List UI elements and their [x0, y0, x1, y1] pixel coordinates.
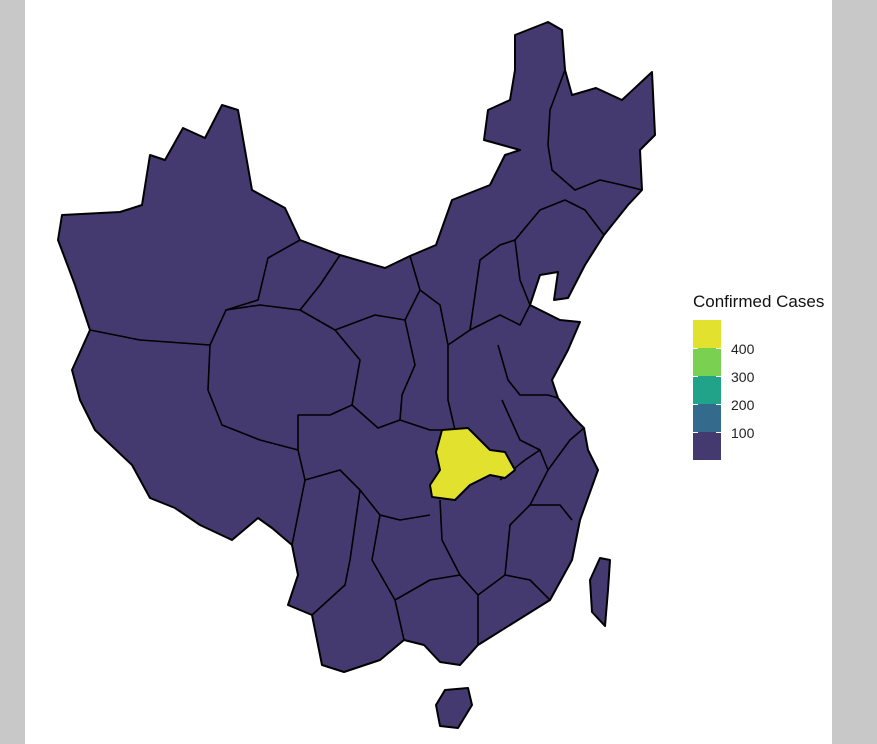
- legend-tick-400: 400: [731, 341, 755, 357]
- legend-swatch-high: [693, 320, 721, 348]
- legend-swatch-200: [693, 404, 721, 432]
- hainan-region: [435, 687, 473, 729]
- legend-tick-mark: [693, 348, 698, 349]
- legend-tick-mark: [716, 404, 721, 405]
- legend-tick-200: 200: [731, 397, 755, 413]
- legend-tick-mark: [693, 404, 698, 405]
- legend-swatch-low: [693, 432, 721, 460]
- taiwan-region: [589, 557, 611, 627]
- legend-swatch-300: [693, 376, 721, 404]
- legend-tick-mark: [716, 348, 721, 349]
- legend-colorbar: [693, 320, 721, 460]
- legend-tick-mark: [716, 376, 721, 377]
- legend-tick-mark: [716, 432, 721, 433]
- legend-title: Confirmed Cases: [693, 292, 825, 311]
- mainland-region: [57, 21, 656, 673]
- legend-tick-300: 300: [731, 369, 755, 385]
- hubei-region: [429, 427, 516, 501]
- legend-swatch-400: [693, 348, 721, 376]
- province-borders: [89, 69, 643, 645]
- legend-tick-mark: [693, 432, 698, 433]
- legend-tick-100: 100: [731, 425, 755, 441]
- legend-tick-mark: [693, 376, 698, 377]
